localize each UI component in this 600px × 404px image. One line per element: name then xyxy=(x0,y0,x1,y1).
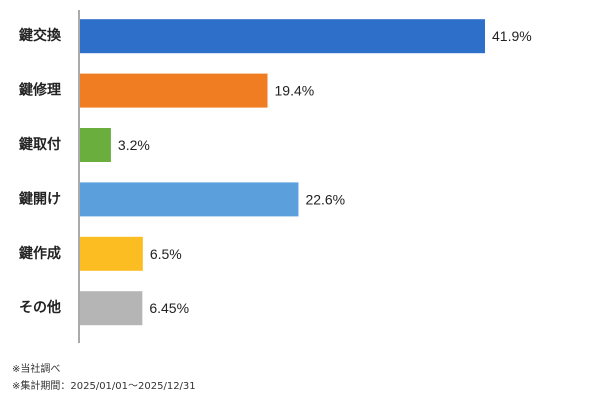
value-label-5: 6.5% xyxy=(150,246,182,262)
category-label-2: 鍵修理 xyxy=(19,82,61,99)
value-label-1: 41.9% xyxy=(492,28,532,44)
category-label-3: 鍵取付 xyxy=(19,136,61,153)
bar-1 xyxy=(80,19,485,54)
bars-layer xyxy=(80,19,485,326)
category-label-4: 鍵開け xyxy=(19,190,61,207)
source-note: ※当社調べ xyxy=(12,364,61,375)
bar-6 xyxy=(80,291,143,326)
bar-2 xyxy=(80,73,268,108)
value-label-6: 6.45% xyxy=(149,300,189,316)
period-note: ※集計期間：2025/01/01～2025/12/31 xyxy=(12,381,196,392)
category-label-1: 鍵交換 xyxy=(19,27,62,44)
bar-3 xyxy=(80,128,111,162)
value-label-4: 22.6% xyxy=(305,191,345,207)
value-label-3: 3.2% xyxy=(118,137,150,153)
bar-4 xyxy=(80,182,299,217)
category-label-5: 鍵作成 xyxy=(19,245,61,262)
value-label-2: 19.4% xyxy=(275,83,315,99)
category-label-6: その他 xyxy=(19,299,61,316)
labels-layer: 鍵交換 41.9% 鍵修理 19.4% 鍵取付 3.2% 鍵開け 22.6% 鍵作成 6.5% その… xyxy=(19,27,532,316)
bar-5 xyxy=(80,236,143,271)
